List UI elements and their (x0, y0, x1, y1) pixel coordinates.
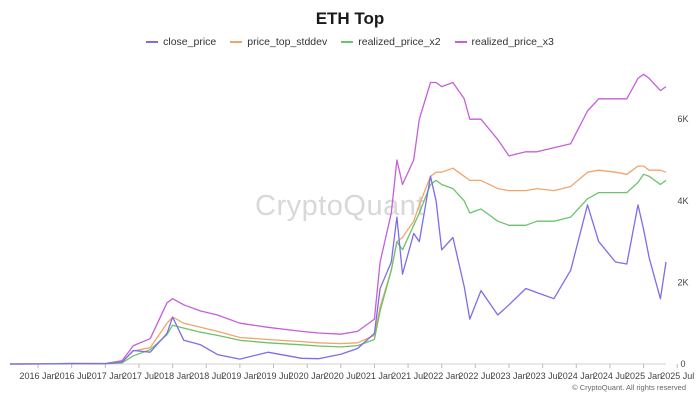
copyright-footer: © CryptoQuant. All rights reserved (572, 383, 686, 392)
legend-label-realized-price-x2: realized_price_x2 (358, 36, 441, 48)
x-tick-label: 2021 Jan (356, 371, 393, 381)
x-tick-label: 2016 Jul (55, 371, 89, 381)
legend-label-realized-price-x3: realized_price_x3 (471, 36, 554, 48)
y-tick-label: 6K (677, 114, 688, 124)
legend-label-close-price: close_price (163, 36, 217, 48)
chart-title: ETH Top (315, 9, 385, 28)
series-line-realized-price-x2 (9, 173, 667, 365)
x-tick-label: 2018 Jan (154, 371, 191, 381)
legend-swatch-close-price (146, 41, 159, 43)
legend-item-close-price[interactable]: close_price (146, 36, 216, 48)
x-tick-label: 2017 Jul (122, 371, 156, 381)
y-tick-label: 4K (677, 196, 688, 206)
x-tick-label: 2018 Jul (189, 371, 223, 381)
legend-swatch-price-top-stddev (230, 41, 243, 43)
x-tick-label: 2022 Jul (458, 371, 492, 381)
x-tick-label: 2025 Jul (660, 371, 694, 381)
x-tick-label: 2025 Jan (625, 371, 662, 381)
y-tick-label: 2K (677, 277, 688, 287)
x-tick-label: 2021 Jul (391, 371, 425, 381)
series-line-realized-price-x3 (9, 73, 667, 365)
x-tick-label: 2019 Jan (221, 371, 258, 381)
series-line-price-top-stddev (9, 165, 667, 365)
legend-label-price-top-stddev: price_top_stddev (247, 36, 328, 48)
x-tick-label: 2020 Jul (324, 371, 358, 381)
watermark: CryptoQuant (255, 190, 425, 222)
series-line-close-price (10, 175, 667, 365)
legend-item-realized-price-x2[interactable]: realized_price_x2 (341, 36, 441, 48)
x-tick-label: 2020 Jan (289, 371, 326, 381)
x-tick-label: 2023 Jul (526, 371, 560, 381)
legend-swatch-realized-price-x2 (341, 41, 354, 43)
legend-item-price-top-stddev[interactable]: price_top_stddev (230, 36, 327, 48)
x-tick-label: 2024 Jul (593, 371, 627, 381)
x-tick-label: 2023 Jan (490, 371, 527, 381)
x-tick-label: 2022 Jan (423, 371, 460, 381)
legend-swatch-realized-price-x3 (454, 41, 467, 43)
chart-legend: close_price price_top_stddev realized_pr… (0, 36, 700, 48)
x-tick-label: 2017 Jan (87, 371, 124, 381)
x-tick-label: 2019 Jul (257, 371, 291, 381)
legend-item-realized-price-x3[interactable]: realized_price_x3 (454, 36, 554, 48)
x-tick-label: 2016 Jan (20, 371, 57, 381)
y-tick-label: 0 (680, 359, 685, 369)
x-tick-label: 2024 Jan (558, 371, 595, 381)
